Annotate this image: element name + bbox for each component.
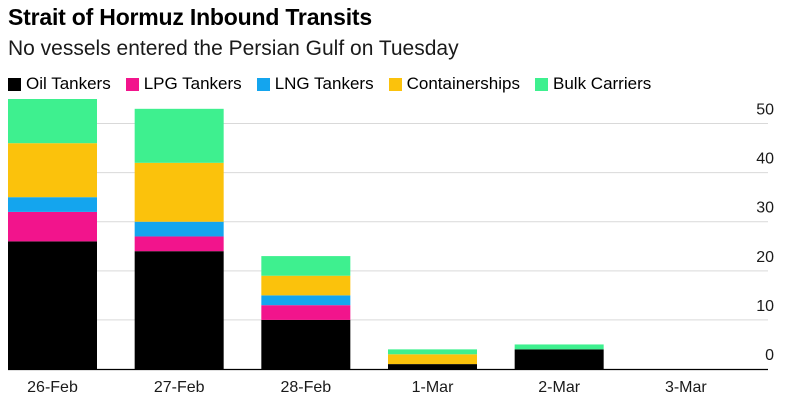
bar-segment [388,354,477,365]
bar-segment [134,108,224,163]
bar-segment [8,197,97,212]
bar-segment [261,319,351,369]
bar-segment [261,275,351,296]
x-axis-labels: 26-Feb 27-Feb 28-Feb 1-Mar 2-Mar 3-Mar [27,379,707,396]
x-tick-label: 26-Feb [27,379,78,396]
bar-segment [8,241,97,369]
legend-swatch [535,77,548,91]
x-tick-label: 2-Mar [538,379,580,396]
bar-segment [134,162,224,222]
bars [8,99,604,369]
x-tick-label: 27-Feb [154,379,205,396]
x-tick-label: 3-Mar [665,379,707,396]
legend-item: LNG Tankers [256,74,374,94]
bar-segment [134,221,224,237]
bar-segment [8,143,97,198]
legend-swatch [125,77,139,91]
legend-swatch [388,77,402,91]
bar-segment [388,349,477,355]
bar-segment [261,305,351,320]
bar-segment [261,295,351,306]
x-tick-label: 1-Mar [412,379,454,396]
legend-label: LNG Tankers [274,74,374,93]
chart-title: Strait of Hormuz Inbound Transits [8,4,372,30]
legend-item: LPG Tankers [125,74,242,94]
bar-segment [8,211,97,242]
bar-segment [134,251,224,369]
x-tick-label: 28-Feb [280,379,331,396]
bar-segment [514,349,604,369]
legend-label: Containerships [406,74,520,93]
bar-segment [134,236,224,252]
y-axis-labels: 0 10 20 30 40 50 [756,102,774,364]
y-tick-label: 30 [756,200,774,217]
y-tick-label: 50 [756,102,774,119]
bar-segment [261,256,351,276]
gridlines [8,123,768,371]
y-tick-label: 20 [756,249,774,266]
legend-label: Bulk Carriers [553,74,652,93]
bar-segment [514,344,604,350]
legend-item: Bulk Carriers [535,74,651,94]
legend-swatch [256,77,270,91]
chart-subtitle: No vessels entered the Persian Gulf on T… [8,37,459,60]
legend-label: Oil Tankers [26,74,111,93]
legend: Oil Tankers LPG Tankers LNG Tankers Contain… [8,74,666,94]
y-tick-label: 40 [756,151,774,168]
bar-segment [8,99,97,144]
y-tick-label: 10 [756,298,774,315]
y-tick-label: 0 [765,347,774,364]
legend-item: Oil Tankers [8,74,111,94]
bar-segment [388,364,477,369]
legend-item: Containerships [388,74,520,94]
legend-label: LPG Tankers [143,74,242,93]
legend-swatch [8,77,21,91]
